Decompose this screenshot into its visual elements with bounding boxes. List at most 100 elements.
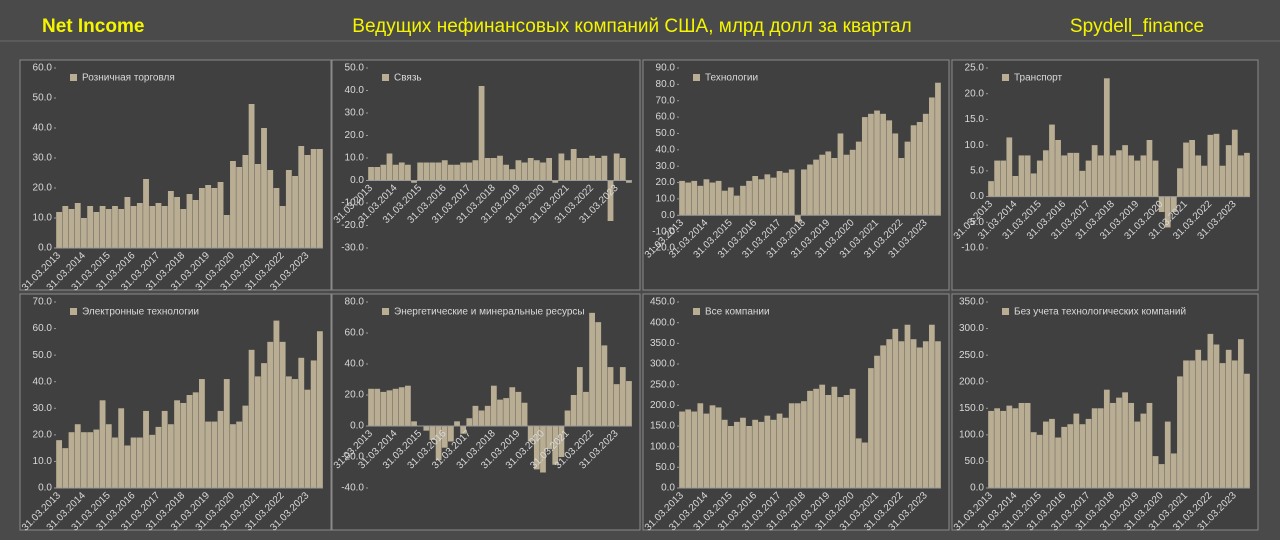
bar	[509, 387, 516, 426]
y-tick-label: 80.0	[656, 79, 676, 90]
bar	[374, 167, 381, 181]
bar	[752, 419, 759, 488]
bar	[746, 180, 752, 216]
bar	[861, 117, 868, 216]
bar	[709, 405, 716, 488]
bar	[1067, 424, 1074, 488]
y-tick-label: 20.0	[965, 88, 985, 99]
bar	[1073, 413, 1080, 488]
bar	[1018, 402, 1025, 488]
bar	[898, 341, 905, 488]
bar	[1177, 376, 1183, 488]
bar	[242, 155, 249, 248]
bar	[1152, 160, 1159, 197]
bar	[886, 339, 893, 488]
bar	[149, 434, 156, 488]
bar	[1067, 152, 1074, 197]
legend-label: Технологии	[705, 73, 758, 84]
bar	[509, 169, 516, 181]
bar	[595, 322, 602, 426]
y-tick-label: -20.0	[341, 452, 364, 463]
y-tick-label: -20.0	[652, 243, 675, 254]
bar	[279, 341, 286, 488]
bar	[68, 209, 75, 248]
bar	[916, 347, 923, 488]
bar	[558, 426, 565, 457]
legend-swatch	[693, 308, 700, 315]
legend-label: Без учета технологических компаний	[1014, 307, 1186, 318]
bar	[1207, 333, 1214, 488]
y-tick-label: 10.0	[345, 153, 365, 164]
bar	[1231, 360, 1238, 488]
y-tick-label: 20.0	[656, 177, 676, 188]
bar	[285, 170, 292, 248]
bar	[503, 164, 510, 181]
bar	[310, 149, 317, 248]
bar	[1043, 421, 1049, 488]
bar	[261, 363, 267, 488]
bar	[143, 179, 149, 248]
bar	[715, 180, 722, 216]
y-tick-label: 150.0	[650, 421, 675, 432]
legend-swatch	[382, 308, 389, 315]
y-tick-label: 250.0	[959, 350, 984, 361]
y-tick-label: 0.0	[38, 243, 52, 254]
bar	[776, 413, 783, 488]
bar	[807, 390, 813, 488]
y-tick-label: -10.0	[961, 243, 984, 254]
legend-swatch	[70, 74, 77, 81]
bar	[466, 162, 473, 181]
bar	[697, 185, 704, 216]
bar	[1134, 160, 1141, 197]
bar	[1122, 392, 1128, 488]
bar	[589, 155, 595, 181]
bar	[715, 407, 722, 488]
bar	[292, 176, 298, 248]
bar	[411, 180, 417, 183]
bar	[988, 410, 994, 488]
bar	[752, 176, 759, 216]
bar	[386, 390, 393, 426]
bar	[1140, 413, 1147, 488]
bar	[429, 162, 436, 181]
bar	[1219, 165, 1226, 197]
bar	[1030, 432, 1037, 488]
bar	[788, 169, 795, 216]
bar	[124, 445, 131, 488]
y-tick-label: 10.0	[33, 456, 53, 467]
bar	[703, 413, 710, 488]
bar	[589, 312, 595, 426]
bar	[619, 367, 626, 426]
bar	[1158, 196, 1165, 212]
y-tick-label: 50.0	[33, 93, 53, 104]
y-tick-label: 70.0	[656, 95, 676, 106]
bar	[886, 120, 893, 216]
bar	[570, 395, 577, 426]
bar	[1061, 155, 1068, 197]
bar	[540, 162, 546, 181]
bar	[928, 97, 935, 216]
bar	[149, 206, 156, 248]
y-tick-label: 400.0	[650, 317, 675, 328]
bar	[99, 206, 106, 248]
bar	[613, 153, 620, 181]
y-tick-label: 50.0	[965, 456, 985, 467]
bar	[1049, 124, 1055, 197]
bar	[527, 426, 534, 442]
bar	[546, 158, 553, 181]
legend-swatch	[693, 74, 700, 81]
y-tick-label: 40.0	[345, 85, 365, 96]
bar	[93, 429, 100, 488]
bar	[868, 368, 874, 488]
y-tick-label: 0.0	[970, 483, 984, 494]
bar	[460, 162, 467, 181]
bar	[1201, 165, 1208, 197]
bar	[843, 395, 850, 488]
y-tick-label: 350.0	[959, 297, 984, 308]
bar	[1091, 408, 1098, 488]
bar	[211, 421, 218, 488]
bar	[703, 179, 710, 216]
bar	[546, 426, 553, 450]
bar	[155, 426, 162, 488]
